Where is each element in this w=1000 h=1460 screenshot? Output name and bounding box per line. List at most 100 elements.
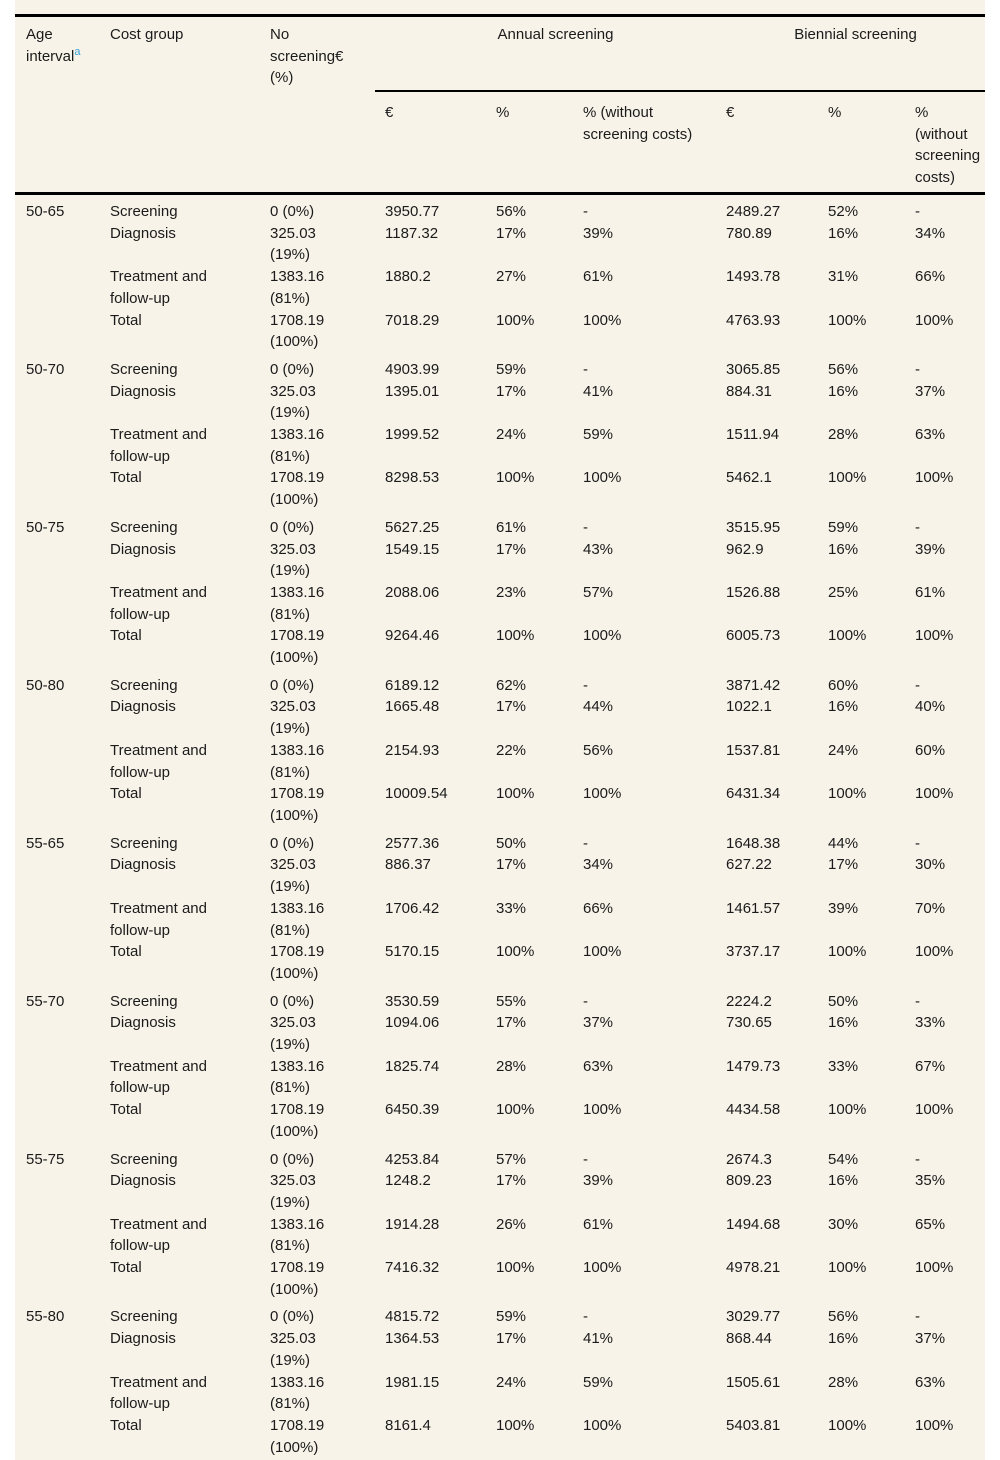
cell-biennial-eur: 780.89 [726,224,772,242]
cell-age-interval [15,1012,110,1055]
cell-cost-group: Treatment and follow-up [110,426,207,465]
cell-annual-eur: 1395.01 [385,382,440,400]
header-cost-group: Cost group [110,14,270,195]
cell-age-interval [15,1372,110,1415]
cell-cost-group: Treatment and follow-up [110,1215,207,1255]
cell-annual-pct-wo: - [583,518,588,536]
cell-annual-eur: 3530.59 [385,992,440,1010]
header-biennial-screening: Biennial screening [726,14,986,92]
table-row: Total 1708.19 (100%) 8298.53 100% 100% 5… [15,467,985,510]
cell-biennial-eur: 2224.2 [726,992,772,1010]
cell-cost-group: Diagnosis [110,698,176,716]
cell-annual-pct: 22% [496,741,527,759]
cell-annual-pct-wo: 63% [583,1057,614,1075]
cell-annual-pct-wo: - [583,360,588,378]
cell-annual-pct: 57% [496,1150,527,1168]
cell-no-screening: 1383.16 (81%) [270,426,325,465]
cell-biennial-eur: 627.22 [726,856,772,874]
cell-biennial-eur: 868.44 [726,1330,772,1348]
cell-biennial-eur: 5462.1 [726,469,772,487]
cell-age-interval [15,310,110,353]
cell-no-screening: 1383.16 (81%) [270,741,325,781]
cell-biennial-pct: 100% [828,311,867,329]
cell-no-screening: 0 (0%) [270,676,315,694]
cell-biennial-pct-wo: - [915,676,921,694]
cell-biennial-pct-wo: 70% [915,899,946,917]
cell-annual-pct-wo: 41% [583,1330,614,1348]
cell-no-screening: 0 (0%) [270,360,315,378]
cell-annual-pct: 26% [496,1215,527,1233]
table-row: Treatment and follow-up 1383.16 (81%) 21… [15,740,985,783]
cell-annual-eur: 1880.2 [385,268,431,286]
cell-biennial-pct-wo: 63% [915,426,946,444]
cell-cost-group: Diagnosis [110,856,176,874]
cell-annual-eur: 5170.15 [385,943,440,961]
cell-annual-pct: 17% [496,856,527,874]
cell-annual-eur: 2154.93 [385,741,440,759]
cell-biennial-pct: 24% [828,741,859,759]
cell-annual-eur: 7416.32 [385,1259,440,1277]
cell-biennial-eur: 2489.27 [726,203,781,220]
cell-biennial-pct: 56% [828,1308,859,1326]
cell-no-screening: 325.03 (19%) [270,382,316,422]
cell-age-interval [15,1328,110,1371]
cell-cost-group: Treatment and follow-up [110,268,207,307]
cell-cost-group: Screening [110,676,178,694]
cell-annual-pct-wo: 100% [583,1101,622,1119]
cell-biennial-pct: 100% [828,1259,867,1277]
cell-annual-pct: 100% [496,1259,535,1277]
cell-annual-eur: 10009.54 [385,785,448,803]
cell-no-screening: 1383.16 (81%) [270,1215,325,1255]
cell-annual-pct-wo: 100% [583,943,622,961]
table-row: Total 1708.19 (100%) 7416.32 100% 100% 4… [15,1257,985,1300]
cell-no-screening: 1708.19 (100%) [270,1101,325,1140]
cell-annual-pct: 59% [496,1308,527,1326]
cell-biennial-eur: 3515.95 [726,518,781,536]
cell-no-screening: 1708.19 (100%) [270,469,325,509]
cell-cost-group: Screening [110,360,178,378]
cell-biennial-eur: 962.9 [726,540,764,558]
cell-biennial-pct: 25% [828,583,859,601]
cell-cost-group: Diagnosis [110,1014,176,1032]
cell-biennial-eur: 1461.57 [726,899,781,917]
cell-annual-eur: 1999.52 [385,426,440,444]
cell-biennial-eur: 1505.61 [726,1373,781,1391]
cell-no-screening: 1383.16 (81%) [270,583,325,623]
cell-age-interval [15,898,110,941]
cell-annual-eur: 886.37 [385,856,431,874]
cell-biennial-pct: 16% [828,698,859,716]
cell-annual-pct-wo: - [583,203,588,220]
cell-biennial-pct: 16% [828,1330,859,1348]
cell-cost-group: Total [110,469,142,487]
cell-cost-group: Total [110,1101,142,1119]
cell-biennial-eur: 6005.73 [726,627,781,645]
cell-annual-eur: 2088.06 [385,583,440,601]
cell-biennial-pct-wo: 66% [915,268,946,286]
cell-age-interval [15,696,110,739]
cell-annual-eur: 8298.53 [385,469,440,487]
cell-annual-eur: 3950.77 [385,203,440,220]
cell-annual-pct-wo: 37% [583,1014,614,1032]
cell-biennial-pct: 30% [828,1215,859,1233]
cell-annual-eur: 1364.53 [385,1330,440,1348]
cell-annual-eur: 4903.99 [385,360,440,378]
cell-no-screening: 1708.19 (100%) [270,1259,325,1298]
cell-annual-eur: 6450.39 [385,1101,440,1119]
cell-cost-group: Diagnosis [110,1330,176,1348]
cell-age-interval [15,625,110,668]
cell-biennial-pct-wo: 30% [915,856,946,874]
table-row: 55-65 Screening 0 (0%) 2577.36 50% - 164… [15,827,985,855]
header-row-top: Age intervala Cost group No screening€ (… [15,14,986,195]
cell-annual-pct-wo: - [583,992,588,1010]
cell-age-interval: 55-65 [26,834,65,852]
cell-age-interval [15,854,110,897]
cell-annual-pct: 33% [496,899,527,917]
cell-biennial-pct-wo: 67% [915,1057,946,1075]
cell-annual-pct: 100% [496,943,535,961]
cell-biennial-eur: 1479.73 [726,1057,781,1075]
cell-biennial-pct-wo: 60% [915,741,946,759]
cell-annual-pct: 55% [496,992,527,1010]
cell-biennial-pct: 33% [828,1057,859,1075]
cell-annual-pct: 17% [496,1172,527,1190]
cell-annual-pct: 100% [496,785,535,803]
